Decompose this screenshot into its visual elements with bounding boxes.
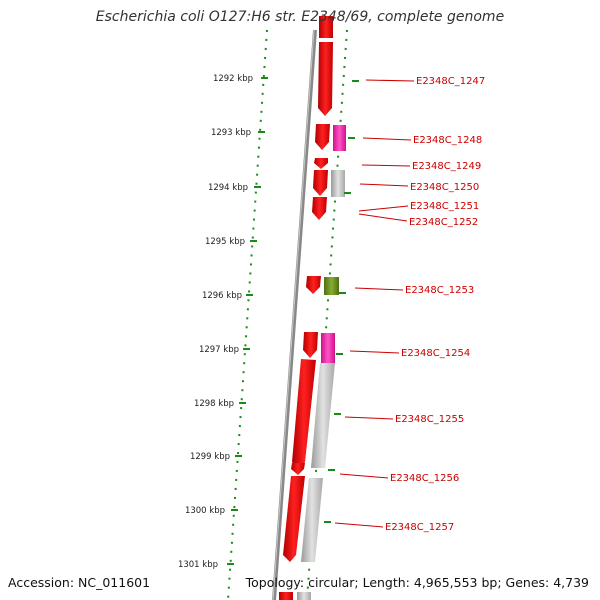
gene-label[interactable]: E2348C_1253 [405, 285, 474, 296]
gene-label[interactable]: E2348C_1250 [410, 182, 479, 193]
kbp-label: 1297 kbp [199, 345, 239, 355]
gene-label[interactable]: E2348C_1254 [401, 348, 470, 359]
kbp-label: 1300 kbp [185, 506, 225, 516]
gene-feature-bottom [279, 592, 293, 600]
gene-label-leaders [334, 79, 415, 528]
rna-feature-1254 [321, 333, 335, 363]
gene-label[interactable]: E2348C_1252 [409, 217, 478, 228]
gene-label[interactable]: E2348C_1255 [395, 414, 464, 425]
genome-title: Escherichia coli O127:H6 str. E2348/69, … [95, 9, 505, 25]
gene-feature-1251 [312, 197, 327, 220]
gray-feature-1250 [331, 170, 345, 197]
gray-feature-1257 [301, 478, 323, 562]
gene-feature-1257 [283, 476, 305, 562]
gene-feature-1249 [314, 158, 328, 169]
gray-feature-1255 [311, 363, 335, 468]
kbp-label: 1294 kbp [208, 183, 248, 193]
kbp-label: 1298 kbp [194, 399, 234, 409]
accession-text: Accession: NC_011601 [8, 575, 151, 590]
gene-labels: E2348C_1247 E2348C_1248 E2348C_1249 E234… [385, 76, 485, 533]
olive-feature-1253 [324, 277, 339, 295]
gene-feature-1253 [306, 276, 321, 294]
gene-feature-1256 [291, 463, 305, 475]
kbp-label: 1295 kbp [205, 237, 245, 247]
gene-label[interactable]: E2348C_1256 [390, 473, 459, 484]
gene-feature-top [319, 16, 333, 38]
kbp-labels: 1292 kbp 1293 kbp 1294 kbp 1295 kbp 1296… [178, 74, 253, 570]
genome-backbone [272, 29, 317, 600]
outer-scale-track [227, 29, 268, 600]
gray-feature-bottom [297, 592, 311, 600]
kbp-label: 1293 kbp [211, 128, 251, 138]
gene-label[interactable]: E2348C_1247 [416, 76, 485, 87]
kbp-label: 1292 kbp [213, 74, 253, 84]
inner-ticks [324, 80, 359, 523]
kbp-label: 1299 kbp [190, 452, 230, 462]
kbp-ticks [227, 77, 268, 565]
gene-feature-1248 [315, 124, 330, 150]
genome-summary-text: Topology: circular; Length: 4,965,553 bp… [245, 575, 589, 590]
rna-feature-1248 [333, 125, 346, 151]
genome-backbone-highlight [272, 29, 315, 600]
gene-label[interactable]: E2348C_1248 [413, 135, 482, 146]
gene-label[interactable]: E2348C_1249 [412, 161, 481, 172]
kbp-label: 1301 kbp [178, 560, 218, 570]
gene-feature-1254 [303, 332, 318, 358]
gene-feature-1255 [292, 359, 316, 470]
gene-label[interactable]: E2348C_1257 [385, 522, 454, 533]
gene-feature-1247 [318, 42, 333, 116]
gene-feature-1250 [313, 170, 328, 196]
gene-label[interactable]: E2348C_1251 [410, 201, 479, 212]
kbp-label: 1296 kbp [202, 291, 242, 301]
